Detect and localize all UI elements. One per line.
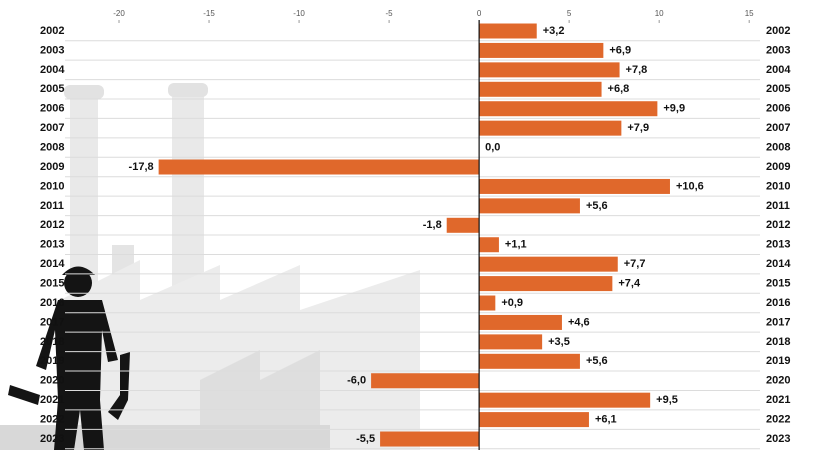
year-label-left: 2022 [40, 414, 64, 426]
year-label-left: 2021 [40, 394, 64, 406]
bar [479, 256, 618, 272]
bar [479, 276, 613, 292]
year-label-left: 2007 [40, 122, 64, 134]
year-label-right: 2022 [766, 414, 790, 426]
value-label: +10,6 [676, 180, 704, 192]
x-tick-label: 5 [567, 9, 572, 18]
year-label-right: 2019 [766, 355, 790, 367]
year-label-right: 2006 [766, 103, 790, 115]
year-label-right: 2004 [766, 64, 791, 76]
bar [158, 159, 480, 175]
value-label: +9,9 [663, 103, 685, 115]
value-label: +7,8 [626, 64, 648, 76]
value-label: +6,9 [609, 44, 631, 56]
bar [479, 120, 622, 136]
value-label: +5,6 [586, 200, 608, 212]
value-label: -17,8 [129, 161, 154, 173]
bar [479, 81, 602, 97]
bar [371, 373, 480, 389]
year-label-left: 2023 [40, 433, 64, 445]
value-label: -1,8 [423, 219, 442, 231]
year-label-left: 2014 [40, 258, 65, 270]
x-tick-label: 15 [745, 9, 754, 18]
year-label-left: 2013 [40, 239, 64, 251]
bar [479, 101, 658, 117]
bar [479, 198, 580, 214]
background-illustration [0, 83, 420, 450]
value-label: -6,0 [347, 375, 366, 387]
year-label-left: 2008 [40, 141, 64, 153]
year-label-right: 2020 [766, 375, 790, 387]
value-label: +3,5 [548, 336, 570, 348]
year-label-left: 2017 [40, 316, 64, 328]
year-label-left: 2012 [40, 219, 64, 231]
bar [479, 392, 651, 408]
year-label-left: 2019 [40, 355, 64, 367]
year-label-right: 2007 [766, 122, 790, 134]
x-tick-label: 10 [655, 9, 664, 18]
value-label: +4,6 [568, 316, 590, 328]
value-label: +7,9 [627, 122, 649, 134]
x-tick-label: -5 [386, 9, 394, 18]
value-label: +7,7 [624, 258, 646, 270]
x-tick-label: -20 [113, 9, 125, 18]
value-label: +5,6 [586, 355, 608, 367]
value-label: +0,9 [501, 297, 523, 309]
value-label: 0,0 [485, 141, 500, 153]
year-label-right: 2002 [766, 25, 790, 37]
year-label-right: 2005 [766, 83, 790, 95]
year-label-right: 2003 [766, 44, 790, 56]
bar [479, 314, 562, 330]
bar [446, 217, 480, 233]
year-label-left: 2004 [40, 64, 65, 76]
year-label-right: 2009 [766, 161, 790, 173]
year-label-right: 2017 [766, 316, 790, 328]
year-label-right: 2008 [766, 141, 790, 153]
bar [479, 353, 580, 369]
bar [479, 62, 620, 78]
value-label: +3,2 [543, 25, 565, 37]
year-label-left: 2006 [40, 103, 64, 115]
year-label-left: 2011 [40, 200, 64, 212]
bar [479, 23, 537, 39]
year-label-right: 2018 [766, 336, 790, 348]
bar [479, 237, 499, 253]
value-label: +7,4 [618, 277, 641, 289]
x-tick-label: 0 [477, 9, 482, 18]
year-label-right: 2015 [766, 277, 790, 289]
x-tick-label: -10 [293, 9, 305, 18]
year-label-right: 2023 [766, 433, 790, 445]
year-label-right: 2012 [766, 219, 790, 231]
year-label-left: 2020 [40, 375, 64, 387]
value-label: -5,5 [356, 433, 375, 445]
bar [479, 334, 543, 350]
year-label-left: 2002 [40, 25, 64, 37]
value-label: +1,1 [505, 239, 527, 251]
year-label-left: 2010 [40, 180, 64, 192]
bar [380, 431, 480, 447]
year-label-right: 2011 [766, 200, 790, 212]
bar [479, 412, 589, 428]
value-label: +6,8 [608, 83, 630, 95]
year-label-left: 2018 [40, 336, 64, 348]
year-label-left: 2016 [40, 297, 64, 309]
year-label-right: 2014 [766, 258, 791, 270]
year-label-left: 2009 [40, 161, 64, 173]
year-label-left: 2005 [40, 83, 64, 95]
x-tick-label: -15 [203, 9, 215, 18]
value-label: +9,5 [656, 394, 678, 406]
bar [479, 42, 604, 58]
year-label-right: 2013 [766, 239, 790, 251]
value-label: +6,1 [595, 414, 617, 426]
year-label-right: 2021 [766, 394, 790, 406]
year-label-left: 2003 [40, 44, 64, 56]
bar [479, 295, 496, 311]
year-label-right: 2010 [766, 180, 790, 192]
year-label-right: 2016 [766, 297, 790, 309]
bar [479, 178, 670, 194]
year-label-left: 2015 [40, 277, 64, 289]
